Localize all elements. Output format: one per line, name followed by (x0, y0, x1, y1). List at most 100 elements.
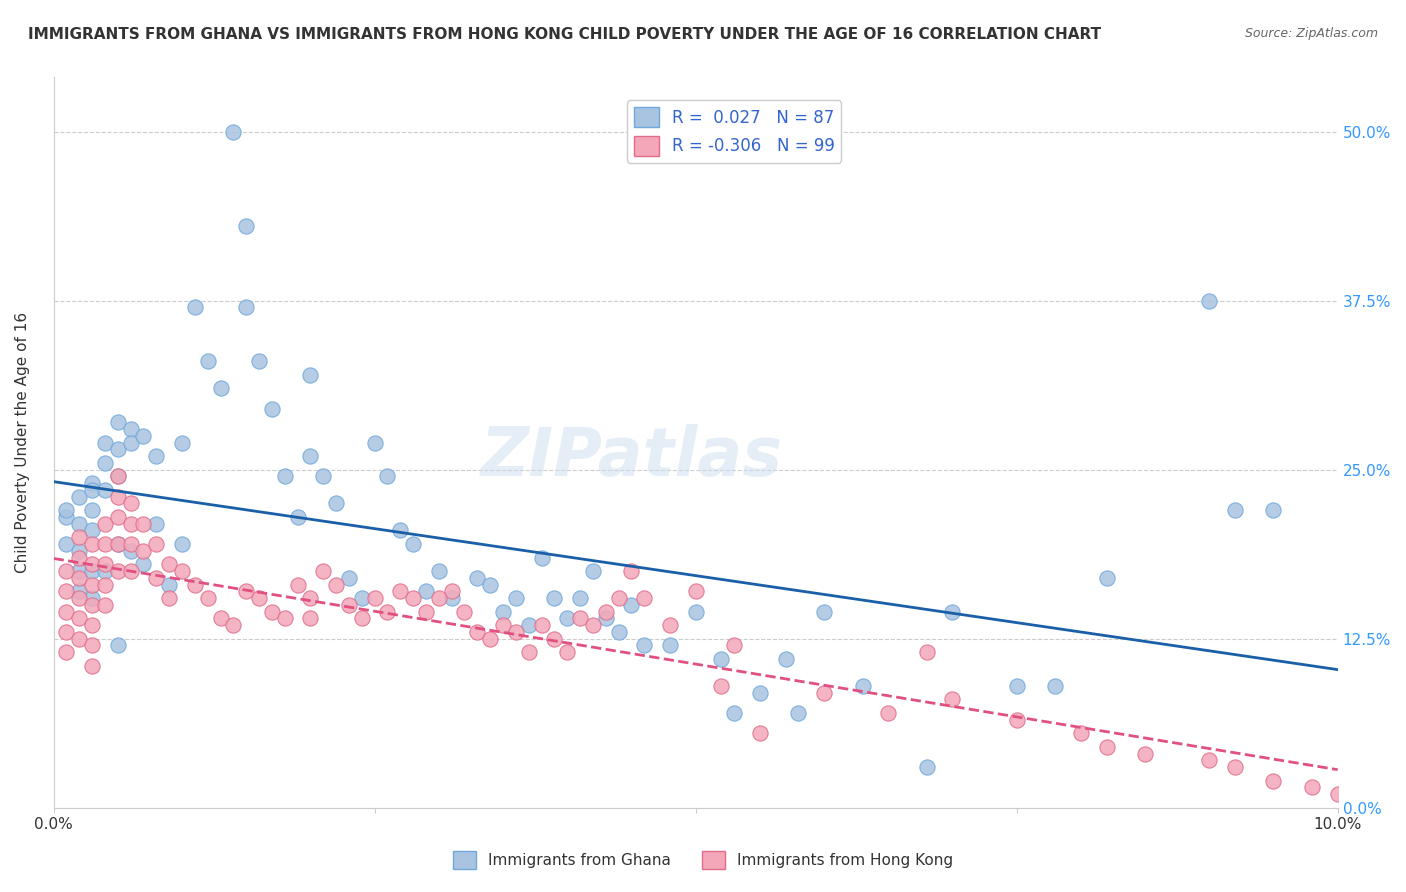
Immigrants from Hong Kong (299, 591, 322, 605)
Immigrants from Ghana (325, 496, 347, 510)
Immigrants from Hong Kong (94, 516, 117, 531)
Immigrants from Ghana (145, 516, 167, 531)
Immigrants from Hong Kong (1005, 713, 1028, 727)
Immigrants from Ghana (787, 706, 810, 720)
Immigrants from Ghana (377, 469, 399, 483)
Immigrants from Hong Kong (55, 605, 77, 619)
Immigrants from Hong Kong (67, 550, 90, 565)
Immigrants from Ghana (107, 415, 129, 429)
Immigrants from Ghana (748, 686, 770, 700)
Immigrants from Ghana (350, 591, 373, 605)
Immigrants from Hong Kong (274, 611, 297, 625)
Immigrants from Hong Kong (299, 611, 322, 625)
Immigrants from Hong Kong (82, 618, 104, 632)
Text: ZIPatlas: ZIPatlas (481, 425, 782, 491)
Immigrants from Ghana (82, 476, 104, 491)
Immigrants from Hong Kong (132, 543, 155, 558)
Immigrants from Ghana (1043, 679, 1066, 693)
Immigrants from Ghana (132, 429, 155, 443)
Immigrants from Hong Kong (915, 645, 938, 659)
Immigrants from Hong Kong (440, 584, 463, 599)
Immigrants from Hong Kong (1391, 794, 1406, 808)
Immigrants from Ghana (1223, 503, 1246, 517)
Immigrants from Hong Kong (543, 632, 565, 646)
Immigrants from Ghana (299, 449, 322, 463)
Immigrants from Hong Kong (685, 584, 707, 599)
Immigrants from Hong Kong (415, 605, 437, 619)
Immigrants from Ghana (67, 490, 90, 504)
Immigrants from Hong Kong (492, 618, 515, 632)
Immigrants from Hong Kong (107, 510, 129, 524)
Immigrants from Ghana (595, 611, 617, 625)
Immigrants from Ghana (312, 469, 335, 483)
Immigrants from Ghana (132, 558, 155, 572)
Immigrants from Hong Kong (94, 577, 117, 591)
Immigrants from Ghana (107, 469, 129, 483)
Immigrants from Hong Kong (723, 639, 745, 653)
Immigrants from Ghana (82, 524, 104, 538)
Immigrants from Hong Kong (94, 537, 117, 551)
Immigrants from Hong Kong (120, 516, 142, 531)
Immigrants from Ghana (55, 503, 77, 517)
Immigrants from Hong Kong (595, 605, 617, 619)
Immigrants from Hong Kong (107, 564, 129, 578)
Immigrants from Ghana (299, 368, 322, 382)
Text: Source: ZipAtlas.com: Source: ZipAtlas.com (1244, 27, 1378, 40)
Immigrants from Hong Kong (337, 598, 360, 612)
Immigrants from Ghana (170, 537, 193, 551)
Immigrants from Hong Kong (82, 658, 104, 673)
Immigrants from Ghana (67, 516, 90, 531)
Immigrants from Hong Kong (389, 584, 412, 599)
Immigrants from Ghana (941, 605, 963, 619)
Immigrants from Ghana (658, 639, 681, 653)
Immigrants from Hong Kong (55, 645, 77, 659)
Immigrants from Hong Kong (813, 686, 835, 700)
Immigrants from Hong Kong (145, 571, 167, 585)
Y-axis label: Child Poverty Under the Age of 16: Child Poverty Under the Age of 16 (15, 312, 30, 574)
Immigrants from Ghana (260, 401, 283, 416)
Immigrants from Ghana (1095, 571, 1118, 585)
Immigrants from Hong Kong (427, 591, 450, 605)
Immigrants from Ghana (209, 382, 232, 396)
Immigrants from Hong Kong (197, 591, 219, 605)
Immigrants from Ghana (710, 652, 733, 666)
Immigrants from Hong Kong (569, 611, 592, 625)
Immigrants from Hong Kong (620, 564, 643, 578)
Immigrants from Hong Kong (479, 632, 502, 646)
Immigrants from Ghana (555, 611, 578, 625)
Immigrants from Hong Kong (120, 537, 142, 551)
Immigrants from Hong Kong (363, 591, 385, 605)
Legend: R =  0.027   N = 87, R = -0.306   N = 99: R = 0.027 N = 87, R = -0.306 N = 99 (627, 101, 841, 162)
Immigrants from Ghana (813, 605, 835, 619)
Immigrants from Ghana (723, 706, 745, 720)
Immigrants from Ghana (82, 503, 104, 517)
Immigrants from Hong Kong (1095, 739, 1118, 754)
Immigrants from Hong Kong (377, 605, 399, 619)
Immigrants from Hong Kong (55, 624, 77, 639)
Immigrants from Ghana (1005, 679, 1028, 693)
Immigrants from Hong Kong (633, 591, 655, 605)
Immigrants from Hong Kong (467, 624, 489, 639)
Immigrants from Ghana (145, 449, 167, 463)
Immigrants from Ghana (157, 577, 180, 591)
Legend: Immigrants from Ghana, Immigrants from Hong Kong: Immigrants from Ghana, Immigrants from H… (447, 845, 959, 875)
Immigrants from Hong Kong (82, 598, 104, 612)
Immigrants from Hong Kong (505, 624, 527, 639)
Immigrants from Hong Kong (530, 618, 553, 632)
Immigrants from Hong Kong (453, 605, 475, 619)
Immigrants from Hong Kong (82, 558, 104, 572)
Immigrants from Hong Kong (107, 469, 129, 483)
Immigrants from Hong Kong (170, 564, 193, 578)
Immigrants from Hong Kong (1263, 773, 1285, 788)
Immigrants from Hong Kong (1070, 726, 1092, 740)
Immigrants from Hong Kong (607, 591, 630, 605)
Immigrants from Ghana (517, 618, 540, 632)
Immigrants from Ghana (67, 584, 90, 599)
Immigrants from Ghana (94, 456, 117, 470)
Immigrants from Ghana (94, 483, 117, 497)
Immigrants from Hong Kong (287, 577, 309, 591)
Immigrants from Ghana (427, 564, 450, 578)
Immigrants from Hong Kong (120, 496, 142, 510)
Immigrants from Ghana (1198, 293, 1220, 308)
Immigrants from Ghana (55, 537, 77, 551)
